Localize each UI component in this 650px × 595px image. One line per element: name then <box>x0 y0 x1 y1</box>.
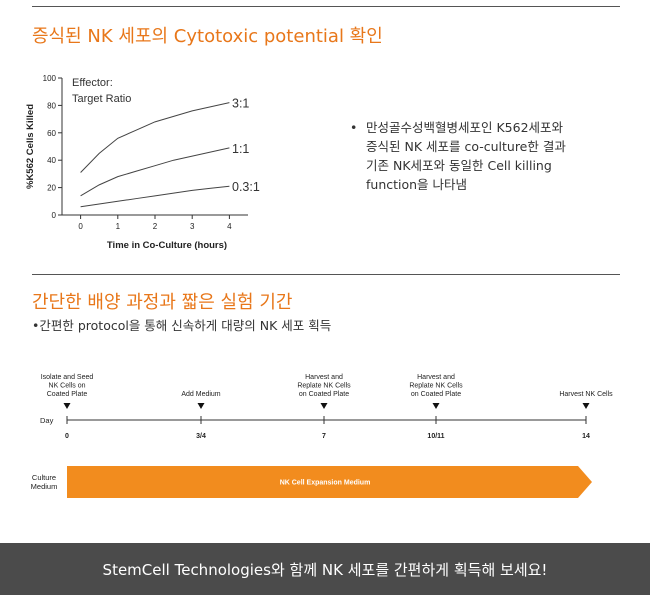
event-label: on Coated Plate <box>411 391 461 398</box>
series-label: 3:1 <box>232 97 249 111</box>
expansion-medium-label: NK Cell Expansion Medium <box>280 480 371 487</box>
legend-title: Target Ratio <box>72 93 131 105</box>
event-label: Harvest and <box>417 374 455 381</box>
top-divider <box>32 6 620 7</box>
section2-subtitle: •간편한 protocol을 통해 신속하게 대량의 NK 세포 획득 <box>32 318 332 333</box>
x-tick-label: 4 <box>227 222 232 231</box>
culture-medium-label: Culture <box>32 473 56 482</box>
cytotoxicity-description: • 만성골수성백혈병세포인 K562세포와 증식된 NK 세포를 co-cult… <box>350 118 610 194</box>
section1-title: 증식된 NK 세포의 Cytotoxic potential 확인 <box>32 26 383 47</box>
y-axis-label: %K562 Cells Killed <box>25 104 36 189</box>
event-marker-icon <box>582 403 590 409</box>
x-tick-label: 0 <box>78 222 83 231</box>
event-marker-icon <box>432 403 440 409</box>
cytotoxicity-line-chart: 0 20 40 60 80 100 0 1 2 3 4 Time in Co-Culture (ho… <box>25 74 260 251</box>
section2-title: 간단한 배양 과정과 짧은 실험 기간 <box>32 292 293 313</box>
y-tick-label: 100 <box>43 74 57 83</box>
y-tick-label: 40 <box>47 156 56 165</box>
y-tick-label: 80 <box>47 101 56 110</box>
event-label: Harvest and <box>305 374 343 381</box>
series-line <box>80 185 230 208</box>
day-number: 3/4 <box>196 433 206 440</box>
day-number: 0 <box>65 433 69 440</box>
middle-divider <box>32 274 620 275</box>
day-number: 10/11 <box>427 433 444 440</box>
event-marker-icon <box>197 403 205 409</box>
event-label: NK Cells on <box>49 383 86 390</box>
expansion-medium-bar <box>67 466 592 498</box>
description-line: function을 나타냄 <box>366 177 468 192</box>
series-line <box>80 147 230 197</box>
legend-title: Effector: <box>72 77 113 89</box>
footer-banner: StemCell Technologies와 함께 NK 세포를 간편하게 획득… <box>0 543 650 595</box>
bullet-marker: • <box>350 120 358 135</box>
y-tick-label: 20 <box>47 184 56 193</box>
series-line <box>80 102 230 173</box>
series-label: 0.3:1 <box>232 180 260 194</box>
event-label: Add Medium <box>181 391 220 398</box>
x-tick-label: 2 <box>153 222 158 231</box>
x-axis-label: Time in Co-Culture (hours) <box>107 240 227 251</box>
footer-text: StemCell Technologies와 함께 NK 세포를 간편하게 획득… <box>102 560 548 579</box>
culture-medium-label: Medium <box>31 482 58 491</box>
day-label: Day <box>40 416 54 425</box>
event-label: Coated Plate <box>47 391 88 398</box>
series-label: 1:1 <box>232 142 249 156</box>
y-tick-label: 60 <box>47 129 56 138</box>
day-number: 14 <box>582 433 590 440</box>
event-label: Isolate and Seed <box>41 374 94 381</box>
description-line: 기존 NK세포와 동일한 Cell killing <box>366 158 552 173</box>
event-label: Harvest NK Cells <box>559 391 613 398</box>
description-line: 만성골수성백혈병세포인 K562세포와 <box>366 120 564 135</box>
event-marker-icon <box>63 403 71 409</box>
event-marker-icon <box>320 403 328 409</box>
event-label: Replate NK Cells <box>409 383 463 390</box>
day-number: 7 <box>322 433 326 440</box>
description-line: 증식된 NK 세포를 co-culture한 결과 <box>366 139 566 154</box>
x-tick-label: 1 <box>116 222 121 231</box>
event-label: Replate NK Cells <box>297 383 351 390</box>
x-tick-label: 3 <box>190 222 195 231</box>
event-label: on Coated Plate <box>299 391 349 398</box>
y-tick-label: 0 <box>52 211 57 220</box>
